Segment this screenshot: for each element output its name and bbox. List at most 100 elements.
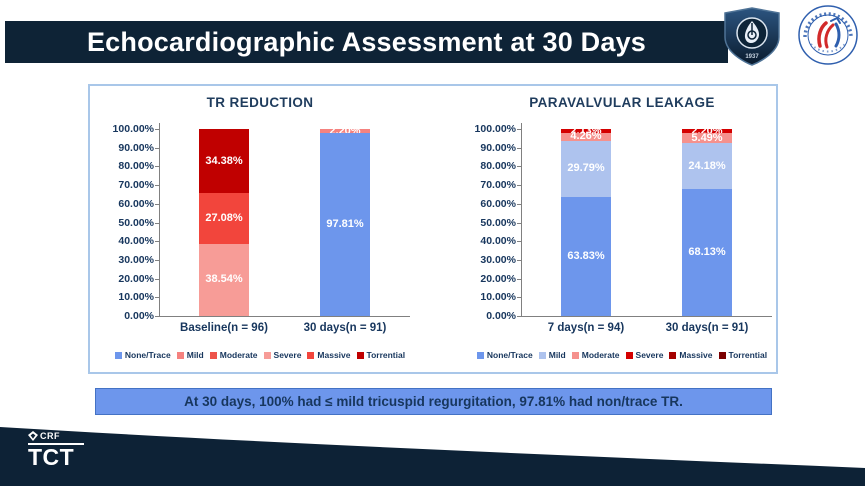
crf-tct-logo: CRF TCT — [28, 431, 84, 468]
y-tick-mark — [155, 278, 159, 280]
y-tick-label: 0.00% — [486, 310, 516, 322]
segment-value-label: 2.20% — [329, 124, 361, 137]
y-tick-mark — [517, 278, 521, 280]
legend-swatch — [356, 351, 364, 359]
segment-value-label: 68.13% — [688, 245, 726, 258]
y-tick-label: 80.00% — [118, 160, 154, 173]
legend-item: Massive — [307, 350, 351, 360]
legend: None/Trace Mild Moderate Severe Massive Torre… — [84, 350, 436, 360]
y-tick-mark — [155, 203, 159, 205]
y-tick-mark — [517, 222, 521, 224]
y-tick-label: 30.00% — [118, 253, 154, 266]
segment-value-label: 5.49% — [691, 131, 723, 144]
y-tick-mark — [517, 297, 521, 299]
y-tick-mark — [155, 316, 159, 317]
legend-label: Mild — [548, 350, 566, 360]
segment-value-label: 63.83% — [567, 249, 605, 262]
crf-divider — [28, 443, 84, 445]
page-title: Echocardiographic Assessment at 30 Days — [86, 26, 647, 57]
bar-segment: 24.18% — [682, 143, 732, 189]
bar-segment: 34.38% — [199, 129, 249, 194]
x-category-label: 7 days(n = 94) — [547, 322, 625, 334]
segment-value-label: 97.81% — [326, 218, 364, 231]
plot-area: 38.54% 27.08% 34.38% 97.81% 2.20% — [155, 123, 410, 317]
legend-item: Severe — [625, 350, 664, 360]
shield-year: 1937 — [745, 54, 759, 60]
legend-label: Moderate — [581, 350, 620, 360]
y-tick-label: 20.00% — [480, 272, 516, 285]
legend-label: Severe — [635, 350, 664, 360]
y-tick-mark — [155, 297, 159, 299]
y-tick-mark — [517, 185, 521, 187]
segment-value-label: 27.08% — [205, 212, 243, 225]
x-axis-labels: 7 days(n = 94) 30 days(n = 91) — [522, 322, 772, 338]
stacked-bar: 63.83% 29.79% 4.26% 2.13% — [561, 125, 611, 316]
crf-diamond-icon — [28, 431, 38, 441]
footer-band — [0, 427, 865, 486]
hospital-round-logo — [797, 4, 859, 71]
bar-segment: 2.20% — [320, 125, 370, 136]
legend-label: None/Trace — [486, 350, 533, 360]
legend-item: None/Trace — [114, 350, 171, 360]
chart-title: TR REDUCTION — [206, 95, 314, 110]
y-tick-mark — [517, 129, 521, 130]
legend-label: None/Trace — [124, 350, 171, 360]
y-tick-mark — [155, 185, 159, 187]
chart-title: PARAVALVULAR LEAKAGE — [529, 95, 715, 110]
segment-value-label: 24.18% — [688, 159, 726, 172]
bar-segment: 2.20% — [682, 125, 732, 136]
legend-item: Mild — [538, 350, 566, 360]
legend-label: Massive — [679, 350, 713, 360]
x-category-label: Baseline(n = 96) — [180, 322, 268, 334]
y-tick-mark — [155, 259, 159, 261]
legend-item: Moderate — [571, 350, 620, 360]
y-tick-label: 50.00% — [480, 216, 516, 229]
bar-segment: 97.81% — [320, 133, 370, 316]
bar-segment: 2.13% — [561, 125, 611, 136]
y-tick-label: 40.00% — [118, 235, 154, 248]
legend: None/Trace Mild Moderate Severe Massive Torre… — [446, 350, 798, 360]
y-tick-mark — [517, 147, 521, 149]
x-category-label: 30 days(n = 91) — [665, 322, 749, 334]
y-tick-label: 50.00% — [118, 216, 154, 229]
stacked-bar: 38.54% 27.08% 34.38% — [199, 129, 249, 316]
y-tick-mark — [155, 222, 159, 224]
legend-swatch — [571, 351, 579, 359]
y-tick-mark — [155, 166, 159, 168]
segment-value-label: 34.38% — [205, 154, 243, 167]
crf-label: CRF — [40, 431, 60, 441]
hospital-shield-logo: 1937 — [720, 6, 784, 73]
legend-swatch — [114, 351, 122, 359]
tr-reduction-chart: TR REDUCTION 0.00% 10.00% 20.00% 30.00% 40.0… — [90, 93, 430, 371]
y-tick-label: 20.00% — [118, 272, 154, 285]
y-tick-label: 100.00% — [474, 123, 516, 135]
tct-label: TCT — [28, 443, 75, 470]
bar-segment: 27.08% — [199, 193, 249, 244]
y-tick-label: 0.00% — [124, 310, 154, 322]
legend-swatch — [625, 351, 633, 359]
legend-item: Moderate — [209, 350, 258, 360]
legend-label: Mild — [186, 350, 204, 360]
legend-item: Torrential — [356, 350, 406, 360]
y-tick-label: 80.00% — [480, 160, 516, 173]
stacked-bar: 97.81% 2.20% — [320, 125, 370, 316]
legend-label: Severe — [273, 350, 302, 360]
legend-item: None/Trace — [476, 350, 533, 360]
y-tick-mark — [517, 203, 521, 205]
legend-swatch — [538, 351, 546, 359]
bar-segment: 63.83% — [561, 196, 611, 316]
bar-segment: 4.26% — [561, 131, 611, 142]
segment-value-label: 38.54% — [205, 273, 243, 286]
y-tick-label: 90.00% — [118, 141, 154, 154]
legend-label: Torrential — [366, 350, 406, 360]
legend-swatch — [307, 351, 315, 359]
y-tick-mark — [517, 259, 521, 261]
y-tick-mark — [155, 129, 159, 130]
legend-label: Moderate — [219, 350, 258, 360]
y-tick-label: 40.00% — [480, 235, 516, 248]
y-tick-label: 90.00% — [480, 141, 516, 154]
plot-area: 63.83% 29.79% 4.26% 2.13% 68.13% 24.18% 5.49% 2… — [517, 123, 772, 317]
summary-banner: At 30 days, 100% had ≤ mild tricuspid re… — [95, 388, 772, 415]
legend-label: Torrential — [728, 350, 768, 360]
x-category-label: 30 days(n = 91) — [303, 322, 387, 334]
